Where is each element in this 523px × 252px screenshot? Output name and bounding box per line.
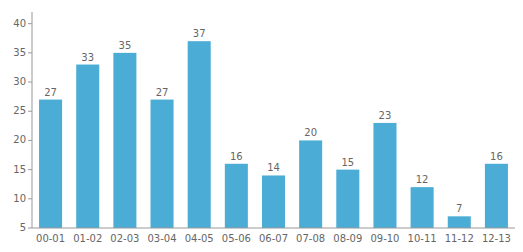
bar (448, 216, 471, 228)
chart-container: 5 10 15 20 25 30 35 40 00-01 01-02 02-03 03-04 04-05… (0, 0, 523, 252)
bar (485, 164, 508, 228)
x-tick-label: 06-07 (259, 233, 288, 244)
x-tick-label: 00-01 (36, 233, 65, 244)
y-tick-label: 20 (13, 134, 26, 145)
y-tick (28, 23, 32, 24)
y-tick-label: 35 (13, 47, 26, 58)
x-tick-label: 12-13 (482, 233, 511, 244)
y-tick-label: 10 (13, 193, 26, 204)
y-tick (28, 140, 32, 141)
y-tick (28, 82, 32, 83)
y-tick-label: 30 (13, 76, 26, 87)
y-tick-label: 15 (13, 164, 26, 175)
chart: 5 10 15 20 25 30 35 40 00-01 01-02 02-03 03-04 04-05… (0, 0, 523, 252)
bar (113, 53, 136, 228)
axes: 5 10 15 20 25 30 35 40 00-01 01-02 02-03 03-04 04-05… (13, 12, 515, 244)
data-label: 16 (490, 151, 503, 162)
x-tick-label: 10-11 (408, 233, 437, 244)
bar (411, 187, 434, 228)
y-axis-line (32, 12, 33, 228)
bars (39, 41, 508, 228)
x-axis-line (32, 228, 515, 229)
bar (188, 41, 211, 228)
y-tick (28, 52, 32, 53)
data-label: 33 (81, 52, 94, 63)
x-tick-label: 08-09 (333, 233, 362, 244)
data-label: 27 (156, 87, 169, 98)
bar (373, 123, 396, 228)
bar (76, 65, 99, 228)
data-label: 27 (44, 87, 57, 98)
bar (299, 140, 322, 228)
bar (39, 100, 62, 228)
x-tick-label: 01-02 (73, 233, 102, 244)
data-label: 15 (341, 157, 354, 168)
y-tick (28, 228, 32, 229)
data-label: 37 (193, 28, 206, 39)
x-tick-label: 02-03 (110, 233, 139, 244)
x-tick-label: 09-10 (370, 233, 399, 244)
x-tick-label: 11-12 (445, 233, 474, 244)
bar (336, 170, 359, 228)
data-label: 7 (456, 203, 462, 214)
y-tick (28, 111, 32, 112)
data-labels: 27 33 35 27 37 16 14 20 15 23 12 7 16 (44, 28, 503, 214)
data-label: 14 (267, 162, 280, 173)
data-label: 12 (416, 174, 429, 185)
x-tick-label: 03-04 (148, 233, 177, 244)
bar (151, 100, 174, 228)
data-label: 23 (379, 110, 392, 121)
y-tick-label: 5 (20, 222, 26, 233)
y-tick (28, 169, 32, 170)
data-label: 20 (304, 127, 317, 138)
bar (225, 164, 248, 228)
x-tick-label: 07-08 (296, 233, 325, 244)
y-tick-label: 40 (13, 18, 26, 29)
y-tick-label: 25 (13, 105, 26, 116)
y-tick (28, 198, 32, 199)
data-label: 16 (230, 151, 243, 162)
x-tick-label: 04-05 (185, 233, 214, 244)
x-tick-label: 05-06 (222, 233, 251, 244)
data-label: 35 (119, 40, 132, 51)
bar (262, 175, 285, 228)
